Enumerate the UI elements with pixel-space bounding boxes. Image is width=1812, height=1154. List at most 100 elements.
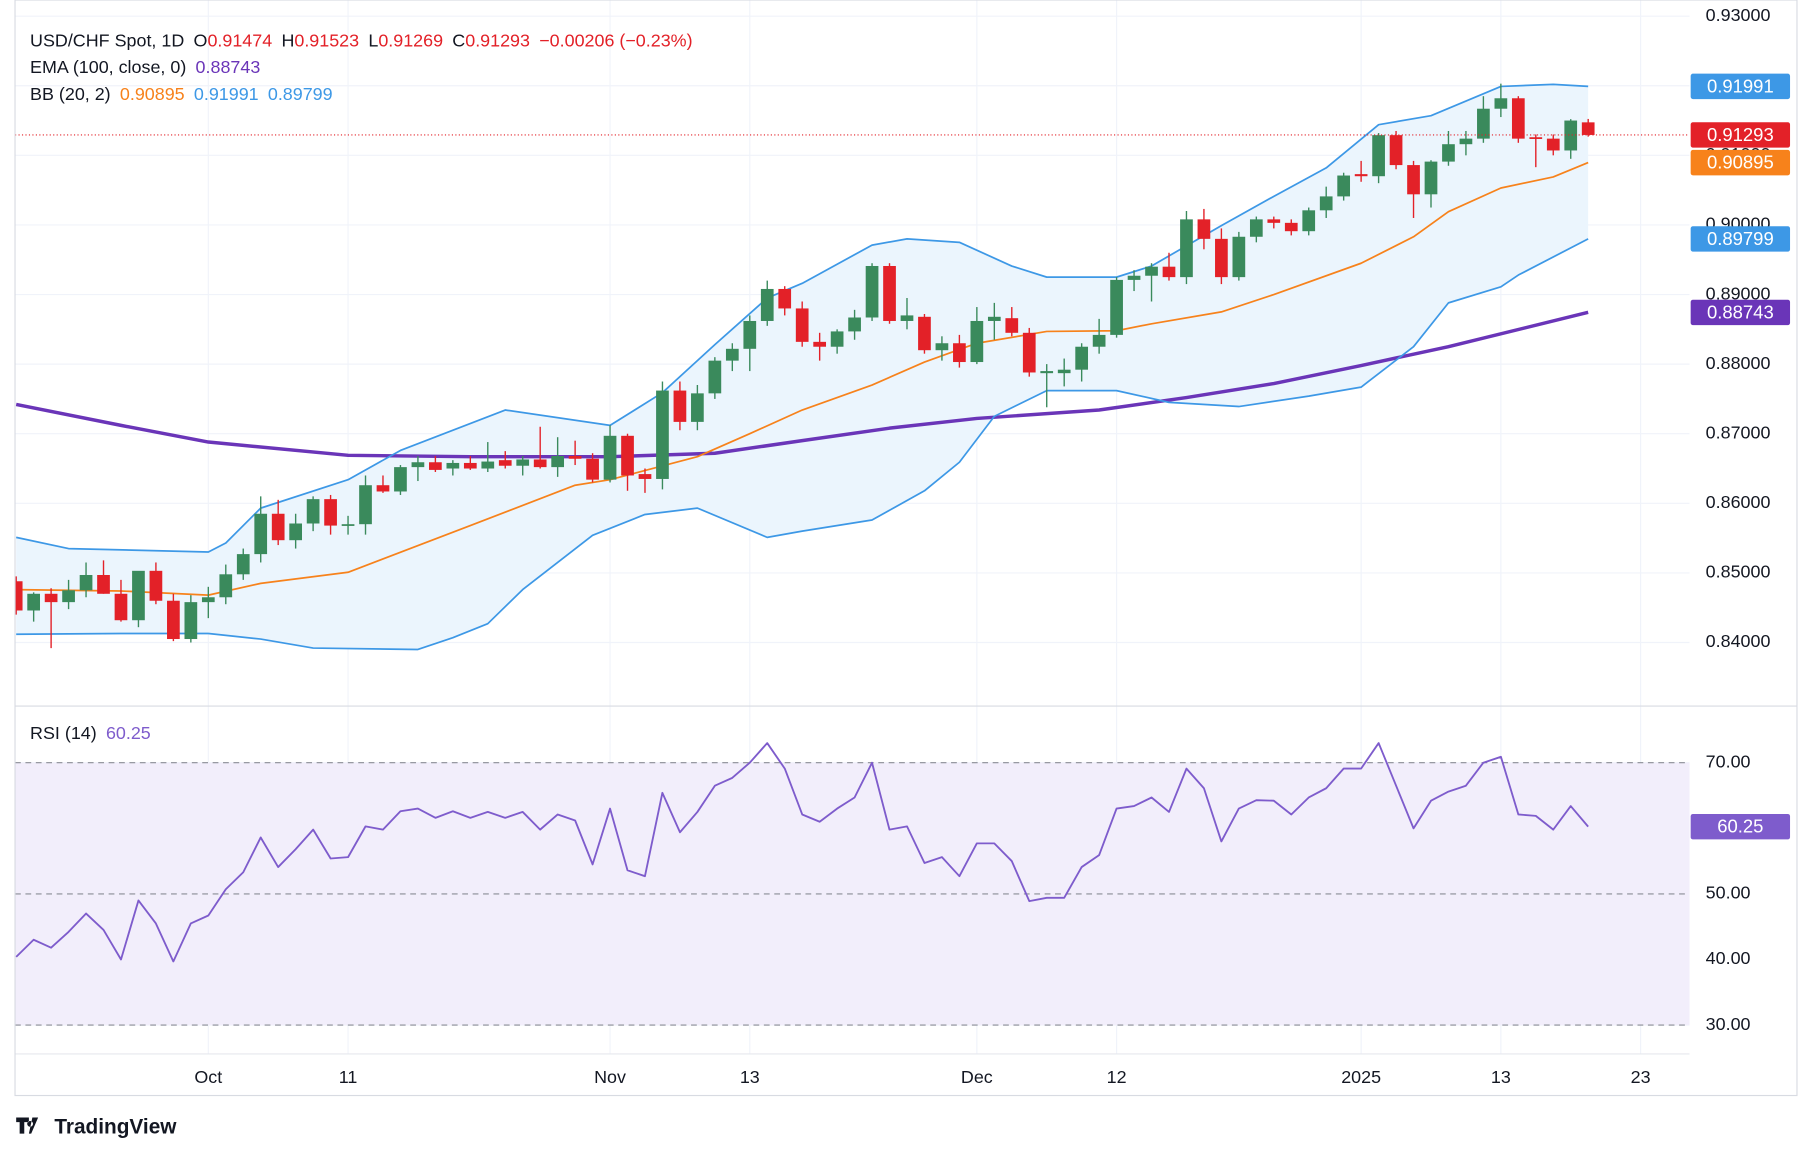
candle-body [1581, 122, 1595, 135]
x-tick-label: 2025 [1341, 1067, 1381, 1087]
ohlc-value: 0.91269 [378, 30, 443, 50]
candle-body [760, 288, 774, 321]
candle-body [1197, 219, 1211, 239]
indicator-name: RSI (14) [30, 723, 97, 743]
candle-body [568, 455, 582, 459]
rsi-legend: RSI (14) 60.25 [30, 723, 151, 743]
candle-body [132, 570, 145, 621]
candle-body [656, 390, 669, 479]
price-tag-label: 0.88743 [1707, 301, 1774, 322]
ema-legend: EMA (100, close, 0) 0.88743 [30, 57, 260, 77]
candle-body [394, 467, 407, 492]
candle-body [184, 602, 198, 640]
ohlc-value: 0.91474 [207, 30, 272, 50]
indicator-value: 60.25 [106, 723, 151, 743]
candle-body [1511, 98, 1525, 139]
candle-body [533, 459, 547, 468]
candle-body [1127, 275, 1141, 280]
rsi-line [15, 742, 1589, 963]
rsi-pane [15, 742, 1690, 1026]
candle-body [970, 320, 984, 363]
candle-body [883, 265, 896, 321]
candle-body [1302, 210, 1316, 232]
candle-body [918, 316, 931, 351]
candle-body [865, 265, 879, 318]
candle-body [376, 485, 390, 492]
symbol: USD/CHF Spot, 1D [30, 30, 184, 50]
candle-body [691, 393, 704, 422]
y-tick-label: 30.00 [1706, 1014, 1751, 1034]
candle-body [1092, 334, 1106, 347]
y-tick-label: 40.00 [1706, 948, 1751, 968]
x-tick-label: 13 [740, 1067, 760, 1087]
candle-body [1494, 98, 1508, 109]
candle-body [359, 485, 372, 525]
bb-fill [16, 84, 1589, 650]
bb-legend: BB (20, 2) 0.90895 0.91991 0.89799 [30, 83, 333, 103]
y-tick-label: 50.00 [1706, 883, 1751, 903]
candle-body [1145, 266, 1158, 276]
candle-body [900, 315, 914, 321]
candle-body [1442, 144, 1455, 162]
x-tick-label: Dec [961, 1067, 993, 1087]
indicator-value: 0.88743 [196, 57, 261, 77]
candle-body [1110, 279, 1123, 335]
candle-body [1564, 120, 1578, 151]
candle-body [341, 524, 355, 526]
candle-body [44, 593, 58, 603]
x-tick-label: 11 [339, 1067, 358, 1087]
candle-body [236, 554, 250, 575]
candle-body [743, 320, 757, 349]
candle-body [446, 462, 460, 469]
candle-body [289, 523, 303, 541]
candle-body [1354, 174, 1368, 177]
candle-body [795, 308, 809, 342]
candle-body [953, 343, 966, 363]
candle-body [1424, 161, 1438, 195]
candle-body [1180, 219, 1193, 278]
x-tick-label: 13 [1491, 1067, 1511, 1087]
price-tag [1690, 299, 1791, 326]
price-tag [1690, 149, 1791, 176]
candle-body [1372, 135, 1385, 177]
candle-body [1249, 219, 1263, 237]
brand: TradingView [16, 1115, 177, 1138]
candle-body [1477, 108, 1490, 139]
price-tag [1690, 226, 1791, 252]
ohlc-label: C [452, 30, 465, 50]
candle-body [1057, 369, 1071, 374]
candle-body [1215, 238, 1228, 278]
candle-body [306, 499, 320, 524]
price-tag-label: 0.89799 [1707, 228, 1774, 249]
price-tag-label: 0.91991 [1707, 75, 1774, 96]
ohlc-label: O [194, 30, 208, 50]
ohlc-value: 0.91293 [465, 30, 530, 50]
candle-body [725, 348, 739, 361]
indicator-name: BB (20, 2) [30, 83, 111, 103]
candle-body [1529, 137, 1543, 139]
candle-body [708, 360, 722, 394]
indicator-value: 0.91991 [194, 83, 259, 103]
price-tag-label: 60.25 [1717, 816, 1763, 837]
candle-body [778, 288, 792, 309]
candle-body [1232, 236, 1246, 278]
candle-body [603, 435, 617, 480]
legend: USD/CHF Spot, 1D O0.91474 H0.91523 L0.91269… [30, 30, 693, 742]
candle-body [167, 600, 180, 640]
y-tick-label: 0.86000 [1706, 492, 1771, 512]
candle-body [638, 474, 652, 479]
candle-body [1162, 266, 1176, 278]
candle-body [463, 462, 477, 469]
price-pane [15, 83, 1690, 651]
candle-body [62, 590, 75, 603]
candle-body [1546, 138, 1560, 151]
candle-body [1337, 175, 1351, 197]
bb-line [16, 161, 1589, 597]
candle-body [813, 341, 827, 347]
indicator-value: 0.90895 [120, 83, 185, 103]
candle-body [79, 574, 93, 591]
candle-body [673, 390, 687, 422]
candle-body [15, 581, 23, 611]
brand-logo [16, 1117, 39, 1134]
